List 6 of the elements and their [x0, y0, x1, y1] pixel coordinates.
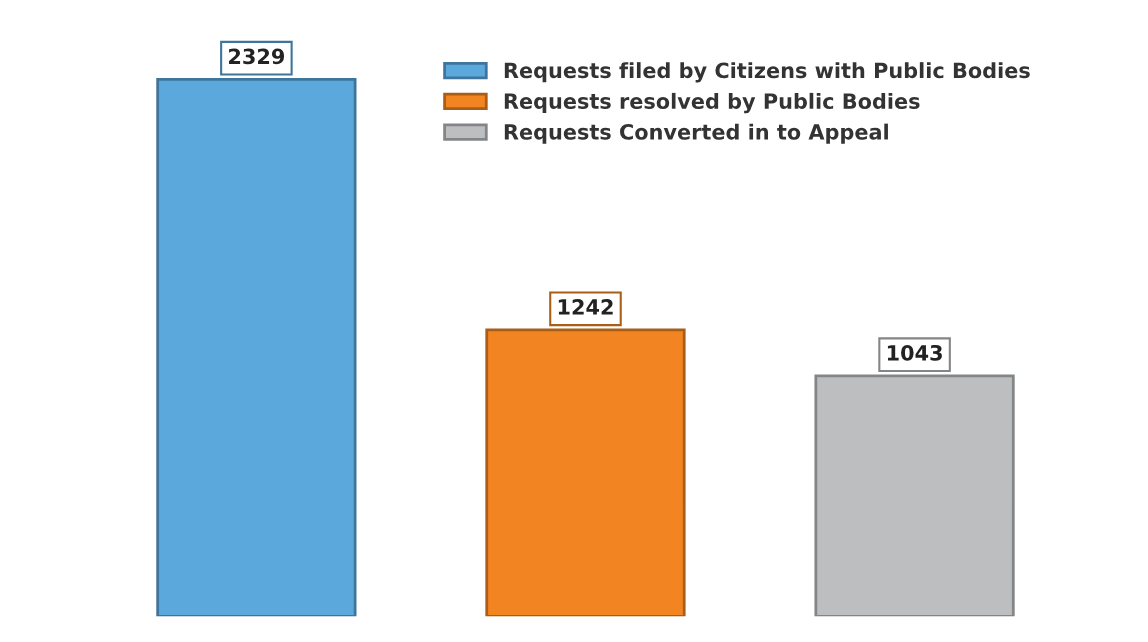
data-label: 2329	[229, 48, 285, 65]
legend-label: Requests filed by Citizens with Public Bodies	[504, 62, 1030, 83]
legend-label: Requests resolved by Public Bodies	[504, 92, 920, 114]
data-label: 1242	[558, 299, 613, 315]
data-label: 1043	[887, 344, 942, 361]
legend-label: Requests Converted in to Appeal	[504, 123, 888, 144]
